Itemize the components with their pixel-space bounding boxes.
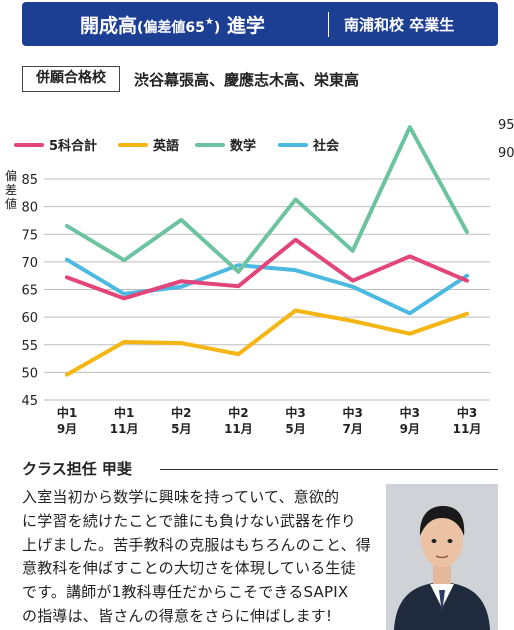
x-tick-month: 11月 [453, 422, 482, 436]
chart-legend: 5科合計 英語 数学 社会 [14, 138, 340, 154]
school-name: 開成高 [80, 15, 138, 37]
y-tick-label: 60 [21, 311, 38, 326]
chart-grid [44, 178, 490, 401]
merit-schools: 渋谷幕張高、慶應志木高、栄東高 [134, 71, 360, 89]
y-tick-label-upper: 90 [498, 146, 514, 161]
school-deviation: (偏差値65 [137, 20, 205, 36]
y-tick-label: 70 [21, 256, 38, 271]
x-tick-month: 11月 [110, 422, 139, 436]
x-tick-month: 9月 [57, 422, 77, 436]
y-tick-label: 75 [21, 228, 38, 243]
series-line-3 [65, 257, 469, 316]
x-tick-month: 5月 [171, 422, 191, 436]
student-label: 南浦和校 卒業生 [344, 16, 455, 34]
x-tick-month: 7月 [343, 422, 363, 436]
deviation-close: ) [213, 20, 221, 36]
header-divider [328, 12, 329, 37]
legend-label: 5科合計 [49, 138, 97, 154]
x-tick-grade: 中1 [57, 405, 77, 420]
legend-label: 英語 [152, 138, 179, 154]
x-tick-grade: 中1 [114, 405, 134, 420]
y-tick-label: 55 [21, 339, 38, 354]
series-lines [65, 125, 469, 377]
y-tick-labels: 45 50 55 60 65 70 75 80 85 90 95 [21, 118, 514, 409]
y-tick-label-upper: 95 [498, 118, 514, 133]
x-tick-grade: 中3 [400, 405, 420, 420]
series-line-0 [65, 237, 469, 301]
comment-body: 入室当初から数学に興味を持っていて、意欲的 に学習を続けたことで誰にも負けない武… [22, 488, 372, 625]
x-tick-grade: 中3 [457, 405, 477, 420]
y-tick-label: 45 [21, 394, 38, 409]
y-tick-label: 85 [21, 173, 38, 188]
x-tick-month: 9月 [400, 422, 420, 436]
comment-title: クラス担任 甲斐 [22, 460, 132, 478]
x-tick-grade: 中2 [228, 405, 248, 420]
legend-label: 社会 [312, 138, 340, 154]
y-tick-label: 50 [21, 366, 38, 381]
star-mark: ★ [204, 16, 214, 28]
series-line-1 [65, 308, 469, 377]
result-label: 進学 [220, 15, 265, 37]
school-title: 開成高(偏差値65★) 進学 [80, 11, 265, 38]
legend-label: 数学 [230, 138, 256, 154]
x-tick-month: 11月 [224, 422, 253, 436]
x-tick-grade: 中3 [343, 405, 363, 420]
y-tick-label: 65 [21, 284, 38, 299]
y-axis-label: 偏差値 [5, 168, 17, 211]
comment-rule [160, 469, 498, 470]
teacher-photo [386, 484, 498, 630]
result-banner: 開成高(偏差値65★) 進学 南浦和校 卒業生 [22, 2, 498, 46]
x-tick-month: 5月 [285, 422, 305, 436]
y-tick-label: 80 [21, 201, 38, 216]
x-tick-labels: 中1 9月 中1 11月 中2 5月 中2 11月 中3 5月 中3 7月 中3 9月 中3 11月 [57, 405, 482, 436]
x-tick-grade: 中2 [171, 405, 191, 420]
merit-label: 併願合格校 [22, 66, 120, 92]
series-line-2 [65, 125, 469, 274]
x-tick-grade: 中3 [285, 405, 305, 420]
teacher-portrait-icon [386, 484, 498, 630]
